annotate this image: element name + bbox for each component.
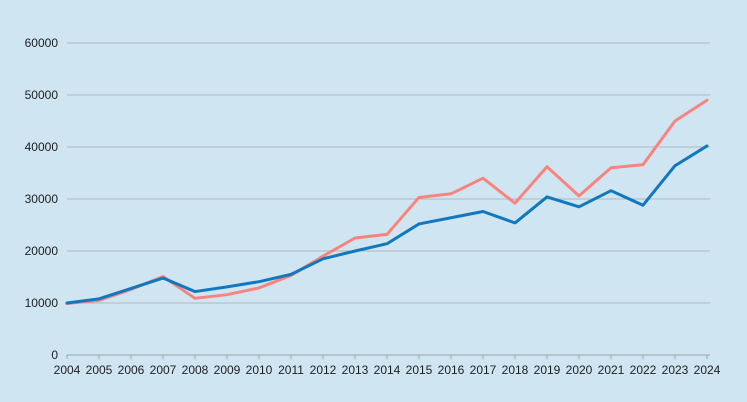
- x-axis-tick-label: 2023: [662, 363, 689, 377]
- x-axis-tick-label: 2021: [598, 363, 625, 377]
- x-axis-tick-label: 2007: [150, 363, 177, 377]
- y-axis-tick-label: 60000: [25, 36, 59, 50]
- x-axis-tick-label: 2004: [54, 363, 81, 377]
- x-axis-tick-label: 2012: [310, 363, 337, 377]
- x-axis-tick-label: 2013: [342, 363, 369, 377]
- salmon-series-line: [65, 98, 709, 306]
- x-axis-tick-label: 2005: [86, 363, 113, 377]
- blue-series-line: [65, 144, 709, 305]
- x-axis-tick-label: 2009: [214, 363, 241, 377]
- x-axis-tick-label: 2018: [502, 363, 529, 377]
- x-axis-tick-label: 2020: [566, 363, 593, 377]
- x-axis-tick-label: 2024: [694, 363, 721, 377]
- y-axis-tick-label: 10000: [25, 296, 59, 310]
- y-axis-tick-label: 0: [51, 348, 58, 362]
- x-axis-tick-label: 2019: [534, 363, 561, 377]
- x-axis-tick-label: 2014: [374, 363, 401, 377]
- x-axis-tick-label: 2022: [630, 363, 657, 377]
- x-axis-tick-label: 2006: [118, 363, 145, 377]
- y-axis-tick-label: 40000: [25, 140, 59, 154]
- y-axis-tick-label: 30000: [25, 192, 59, 206]
- x-axis-tick-label: 2008: [182, 363, 209, 377]
- x-axis-tick-label: 2016: [438, 363, 465, 377]
- x-axis-tick-label: 2015: [406, 363, 433, 377]
- y-axis-tick-label: 20000: [25, 244, 59, 258]
- y-axis-tick-label: 50000: [25, 88, 59, 102]
- x-axis-tick-label: 2011: [278, 363, 304, 377]
- x-axis-tick-label: 2010: [246, 363, 273, 377]
- x-axis-tick-label: 2017: [470, 363, 497, 377]
